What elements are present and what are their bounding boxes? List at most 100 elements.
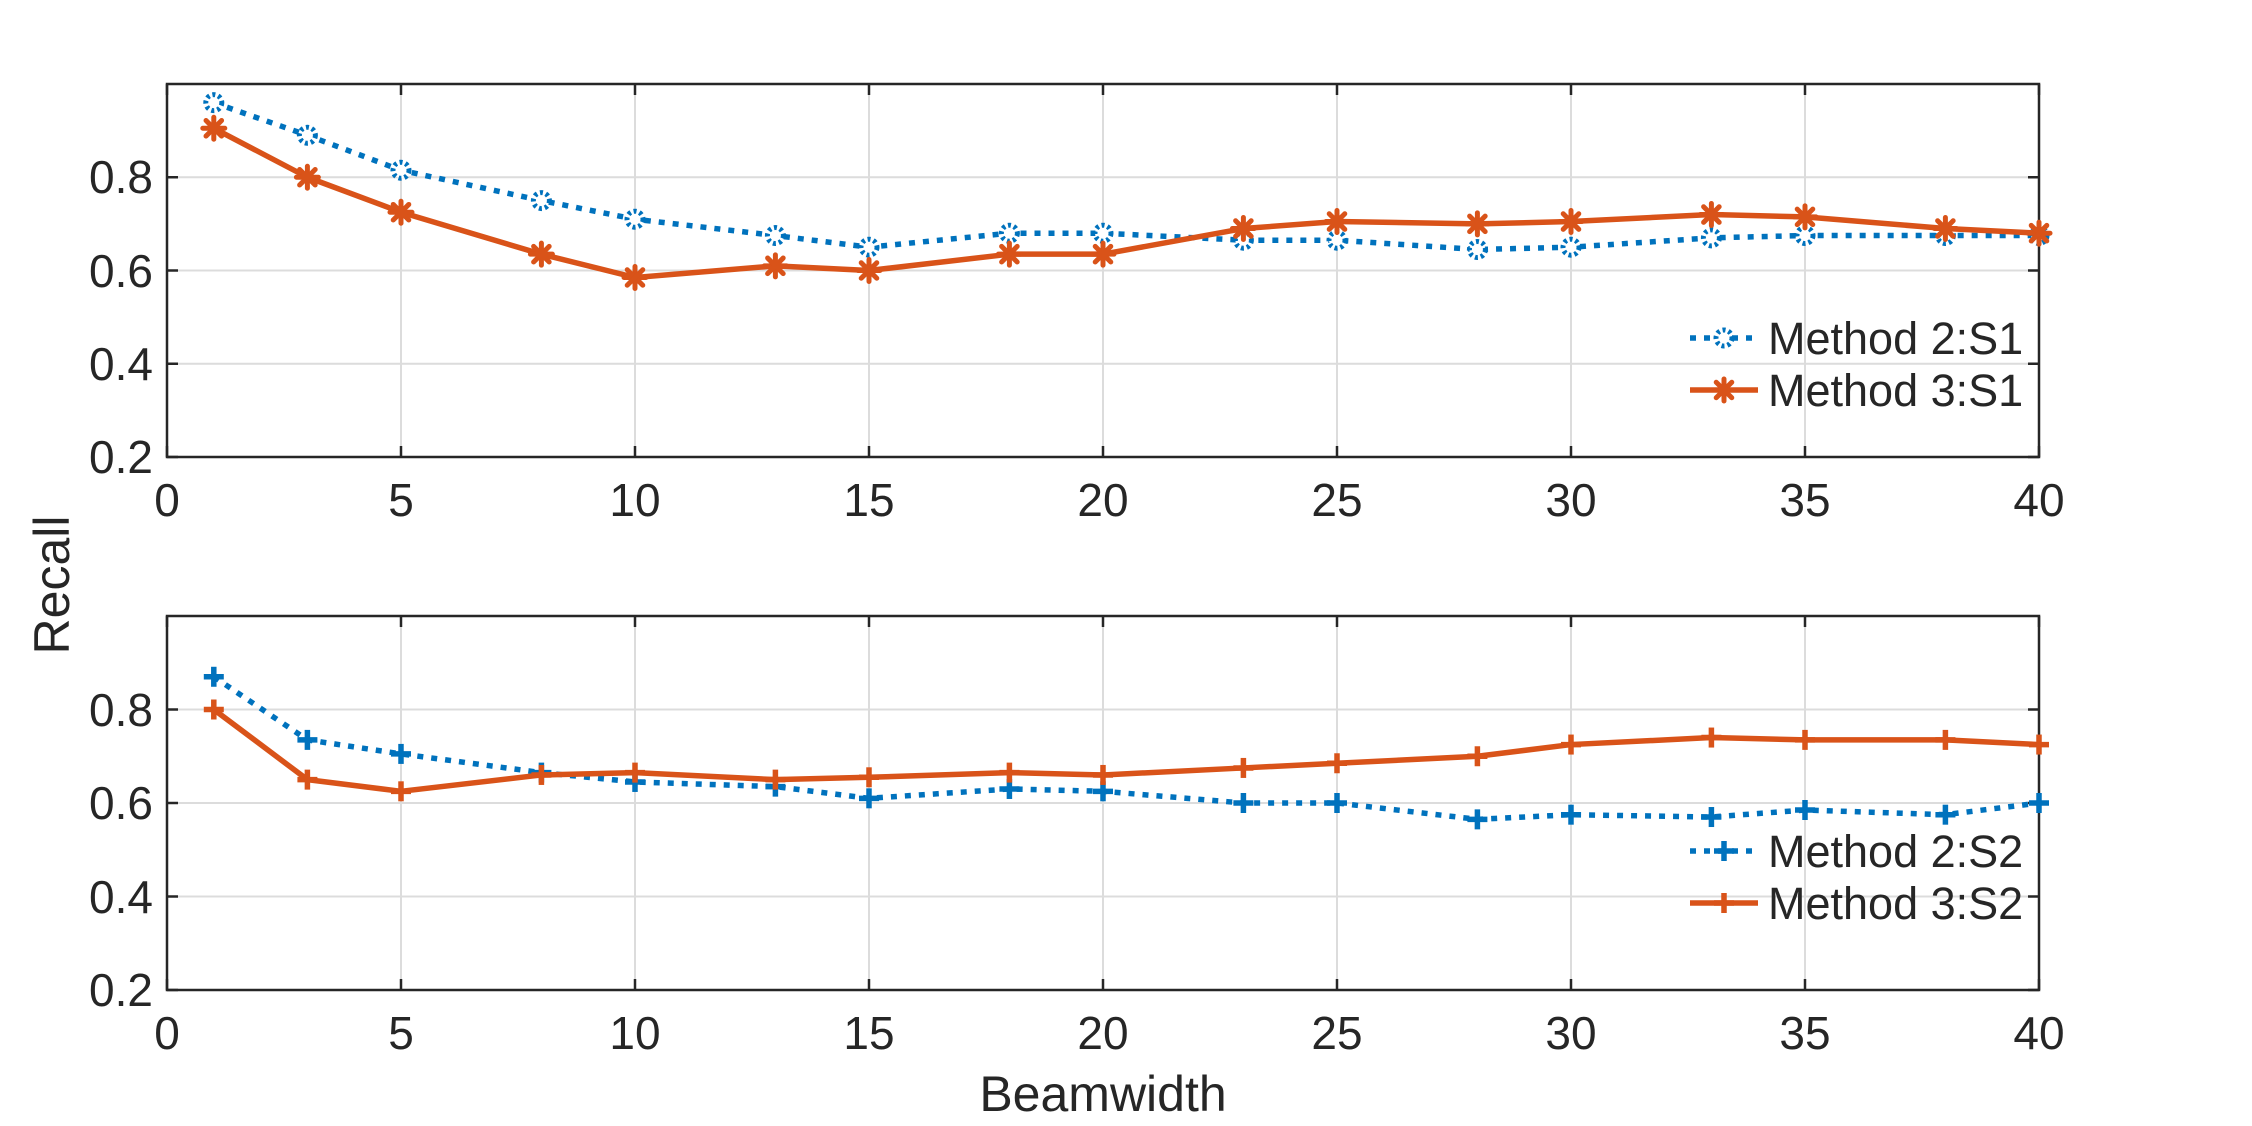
series-marker-method-2-s2 [1233, 793, 1254, 813]
series-marker-method-2-s2 [859, 788, 879, 809]
x-tick-label: 35 [1779, 474, 1831, 526]
legend-label-method-3-s1: Method 3:S1 [1768, 364, 2024, 416]
y-tick-label: 0.8 [89, 151, 153, 204]
legend-entry-method-2-s1: Method 2:S1 [1688, 312, 2023, 364]
y-axis-label: Recall [24, 515, 80, 655]
series-line-method-3-s2 [212, 707, 2040, 795]
series-marker-method-2-s2 [2029, 793, 2049, 813]
series-marker-method-2-s1 [203, 92, 225, 114]
x-tick-label: 25 [1311, 474, 1363, 526]
series-marker-method-3-s2 [1327, 753, 1347, 774]
series-marker-method-3-s2 [859, 767, 879, 788]
series-marker-method-3-s1 [1791, 203, 1819, 231]
legend-label-method-2-s1: Method 2:S1 [1768, 312, 2024, 364]
legend-entry-method-2-s2: Method 2:S2 [1688, 825, 2023, 877]
x-tick-label: 15 [843, 1007, 895, 1059]
series-line-method-3-s1 [212, 125, 2040, 281]
legend-label-method-2-s2: Method 2:S2 [1768, 825, 2024, 877]
x-tick-label: 35 [1779, 1007, 1831, 1059]
y-tick-label: 0.2 [89, 431, 153, 483]
bottom-plot [165, 614, 2049, 992]
series-marker-method-3-s2 [391, 781, 411, 802]
x-tick-label: 40 [2013, 474, 2065, 526]
legend-swatch-method-3-s1 [1690, 376, 1758, 404]
legend-marker [1714, 893, 1734, 913]
series-marker-method-3-s1 [855, 257, 883, 284]
legend-swatch-method-3-s2 [1690, 893, 1758, 913]
x-tick-label: 0 [154, 1007, 180, 1059]
series-marker-method-2-s2 [1935, 804, 1956, 825]
series-marker-method-3-s2 [1093, 764, 1113, 785]
series-marker-method-3-s2 [531, 764, 552, 785]
y-tick-label: 0.8 [89, 683, 153, 736]
series-marker-method-2-s2 [1467, 809, 1488, 830]
y-tick-label: 0.6 [89, 244, 153, 297]
x-tick-label: 30 [1545, 474, 1597, 526]
series-marker-method-2-s2 [203, 666, 224, 687]
series-marker-method-3-s1 [761, 252, 789, 280]
top-plot [165, 82, 2053, 459]
series-marker-method-2-s1 [764, 225, 786, 247]
series-marker-method-2-s1 [1560, 236, 1582, 258]
series-marker-method-3-s1 [1557, 208, 1585, 236]
series-marker-method-2-s1 [530, 190, 552, 212]
series-marker-method-3-s2 [1561, 734, 1581, 755]
y-tick-label: 0.4 [89, 870, 153, 923]
legend-swatch-method-2-s2 [1690, 841, 1758, 861]
series-marker-method-3-s1 [293, 163, 321, 191]
series-marker-method-3-s1 [621, 263, 649, 291]
series-marker-method-3-s1 [1931, 215, 1959, 243]
series-marker-method-3-s1 [1697, 201, 1725, 229]
series-marker-method-3-s2 [999, 762, 1020, 783]
series-marker-method-2-s2 [1795, 800, 1815, 821]
y-tick-label: 0.4 [89, 337, 153, 390]
series-marker-method-2-s2 [1701, 807, 1722, 828]
x-axis-label: Beamwidth [979, 1066, 1227, 1122]
series-marker-method-3-s1 [2025, 219, 2053, 247]
series-line-method-2-s2 [212, 674, 2040, 823]
series-marker-method-2-s2 [391, 743, 411, 764]
x-tick-label: 15 [843, 474, 895, 526]
series-marker-method-3-s2 [1467, 746, 1488, 767]
series-marker-method-3-s1 [1229, 215, 1257, 243]
x-tick-label: 5 [388, 1007, 414, 1059]
x-tick-label: 10 [609, 474, 661, 526]
series-marker-method-3-s2 [297, 769, 318, 790]
legend-label-method-3-s2: Method 3:S2 [1768, 877, 2024, 929]
series-marker-method-2-s1 [390, 159, 412, 181]
series-marker-method-3-s2 [1935, 729, 1956, 750]
series-marker-method-2-s1 [1700, 227, 1722, 249]
legend-entry-method-3-s1: Method 3:S1 [1688, 364, 2023, 416]
series-marker-method-2-s1 [296, 124, 318, 146]
series-marker-method-3-s2 [1795, 729, 1815, 750]
legend-entry-method-3-s2: Method 3:S2 [1688, 877, 2023, 929]
series-marker-method-3-s2 [2029, 734, 2049, 755]
legend-marker [1710, 376, 1738, 404]
series-marker-method-2-s1 [858, 236, 880, 258]
series-marker-method-3-s1 [1463, 210, 1491, 238]
series-marker-method-3-s2 [1701, 727, 1722, 748]
series-marker-method-2-s1 [998, 222, 1020, 244]
y-tick-label: 0.6 [89, 777, 153, 829]
x-tick-label: 20 [1077, 474, 1129, 526]
series-line-method-2-s1 [212, 100, 2039, 253]
series-marker-method-3-s1 [527, 240, 555, 268]
series-marker-method-2-s2 [297, 729, 318, 750]
series-marker-method-3-s2 [625, 762, 645, 783]
x-tick-label: 25 [1311, 1007, 1363, 1059]
series-marker-method-2-s1 [624, 208, 646, 230]
series-marker-method-3-s2 [203, 699, 224, 720]
y-tick-label: 0.2 [89, 964, 153, 1016]
x-tick-label: 5 [388, 474, 414, 526]
series-marker-method-2-s2 [1561, 804, 1581, 825]
series-marker-method-3-s1 [995, 240, 1023, 268]
legend-swatch-method-2-s1 [1690, 327, 1758, 349]
legend-marker [1713, 327, 1735, 349]
series-marker-method-3-s1 [1089, 240, 1117, 268]
series-marker-method-3-s1 [1323, 208, 1351, 236]
x-tick-label: 0 [154, 474, 180, 526]
series-marker-method-3-s2 [1233, 757, 1254, 778]
legend-marker [1714, 841, 1734, 861]
series-marker-method-3-s1 [387, 198, 415, 226]
